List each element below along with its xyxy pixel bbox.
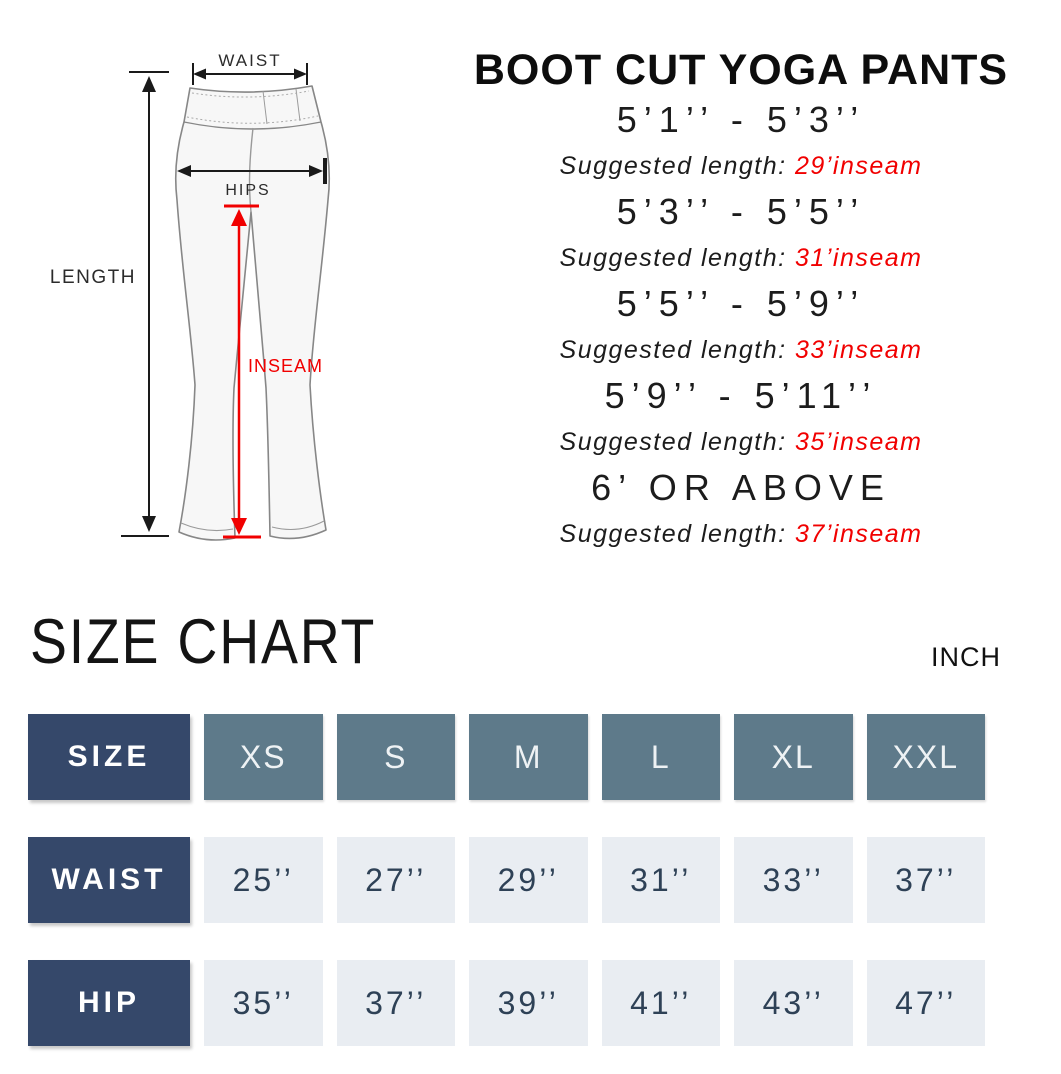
fit-entry: 6’ OR ABOVE Suggested length: 37’inseam bbox=[438, 464, 1044, 556]
suggested-length: Suggested length: 31’inseam bbox=[438, 236, 1044, 280]
size-header-cell: SIZE bbox=[28, 714, 190, 800]
waist-value-cell: 27’’ bbox=[336, 837, 455, 923]
hip-value-cell: 35’’ bbox=[204, 960, 323, 1046]
height-range: 5’3’’ - 5’5’’ bbox=[616, 191, 866, 232]
waist-value-cell: 33’’ bbox=[734, 837, 853, 923]
hips-diagram-label: HIPS bbox=[225, 182, 270, 199]
suggested-length: Suggested length: 33’inseam bbox=[438, 328, 1044, 372]
fit-entry: 5’9’’ - 5’11’’ Suggested length: 35’inse… bbox=[438, 372, 1044, 464]
suggested-inseam-value: 29’inseam bbox=[795, 152, 923, 180]
hip-value-cell: 47’’ bbox=[866, 960, 985, 1046]
suggested-length-label: Suggested length: bbox=[559, 152, 787, 180]
waistband-stitch-top bbox=[191, 90, 310, 98]
fit-guide: BOOT CUT YOGA PANTS 5’1’’ - 5’3’’ Sugges… bbox=[438, 44, 1044, 556]
suggested-length: Suggested length: 29’inseam bbox=[438, 144, 1044, 188]
pants-drawing bbox=[174, 85, 331, 541]
hip-row-label: HIP bbox=[28, 960, 190, 1046]
hips-arrow bbox=[177, 158, 327, 184]
waist-value-cell: 29’’ bbox=[469, 837, 588, 923]
size-col-l: L bbox=[601, 714, 720, 800]
suggested-length: Suggested length: 35’inseam bbox=[438, 420, 1044, 464]
waistband-panel-seam bbox=[262, 88, 301, 125]
size-col-m: M bbox=[469, 714, 588, 800]
hip-value-cell: 43’’ bbox=[734, 960, 853, 1046]
suggested-length-label: Suggested length: bbox=[559, 244, 787, 272]
waist-value-cell: 37’’ bbox=[866, 837, 985, 923]
fit-entry: 5’1’’ - 5’3’’ Suggested length: 29’insea… bbox=[438, 96, 1044, 188]
fit-entry: 5’5’’ - 5’9’’ Suggested length: 33’insea… bbox=[438, 280, 1044, 372]
product-title: BOOT CUT YOGA PANTS bbox=[473, 46, 1009, 94]
left-hem-stitch bbox=[180, 522, 234, 531]
height-range: 5’9’’ - 5’11’’ bbox=[604, 375, 878, 416]
suggested-length-label: Suggested length: bbox=[559, 428, 787, 456]
size-chart-table: SIZE XS S M L XL XXL WAIST 25’’ 27’’ 29’… bbox=[28, 714, 985, 1046]
size-col-s: S bbox=[336, 714, 455, 800]
height-range: 5’1’’ - 5’3’’ bbox=[616, 99, 866, 140]
waist-value-cell: 31’’ bbox=[601, 837, 720, 923]
waist-arrow bbox=[192, 63, 308, 85]
right-hem-stitch bbox=[271, 520, 325, 530]
size-col-xl: XL bbox=[734, 714, 853, 800]
inseam-diagram-label: INSEAM bbox=[248, 356, 323, 376]
waist-row-label: WAIST bbox=[28, 837, 190, 923]
length-diagram-label: LENGTH bbox=[50, 267, 136, 288]
pants-outline bbox=[174, 85, 331, 541]
pants-measurement-diagram: WAIST HIPS LENGTH INSEAM bbox=[50, 51, 331, 541]
suggested-inseam-value: 33’inseam bbox=[795, 336, 923, 364]
waist-diagram-label: WAIST bbox=[218, 51, 281, 70]
size-col-xxl: XXL bbox=[866, 714, 985, 800]
waistband-stitch-bottom bbox=[186, 115, 319, 124]
unit-label: INCH bbox=[931, 642, 1001, 672]
inseam-arrow bbox=[223, 204, 261, 539]
waist-value-cell: 25’’ bbox=[204, 837, 323, 923]
suggested-length-label: Suggested length: bbox=[559, 520, 787, 548]
suggested-length-label: Suggested length: bbox=[559, 336, 787, 364]
hip-value-cell: 37’’ bbox=[336, 960, 455, 1046]
center-front-seam bbox=[248, 127, 254, 213]
hip-value-cell: 41’’ bbox=[601, 960, 720, 1046]
suggested-length: Suggested length: 37’inseam bbox=[438, 512, 1044, 556]
length-arrow bbox=[121, 71, 169, 537]
fit-entry: 5’3’’ - 5’5’’ Suggested length: 31’insea… bbox=[438, 188, 1044, 280]
height-range: 5’5’’ - 5’9’’ bbox=[616, 283, 866, 324]
suggested-inseam-value: 35’inseam bbox=[795, 428, 923, 456]
suggested-inseam-value: 37’inseam bbox=[795, 520, 923, 548]
suggested-inseam-value: 31’inseam bbox=[795, 244, 923, 272]
hip-value-cell: 39’’ bbox=[469, 960, 588, 1046]
size-chart-heading: SIZE CHART bbox=[30, 607, 377, 677]
size-col-xs: XS bbox=[204, 714, 323, 800]
height-range: 6’ OR ABOVE bbox=[591, 467, 891, 508]
